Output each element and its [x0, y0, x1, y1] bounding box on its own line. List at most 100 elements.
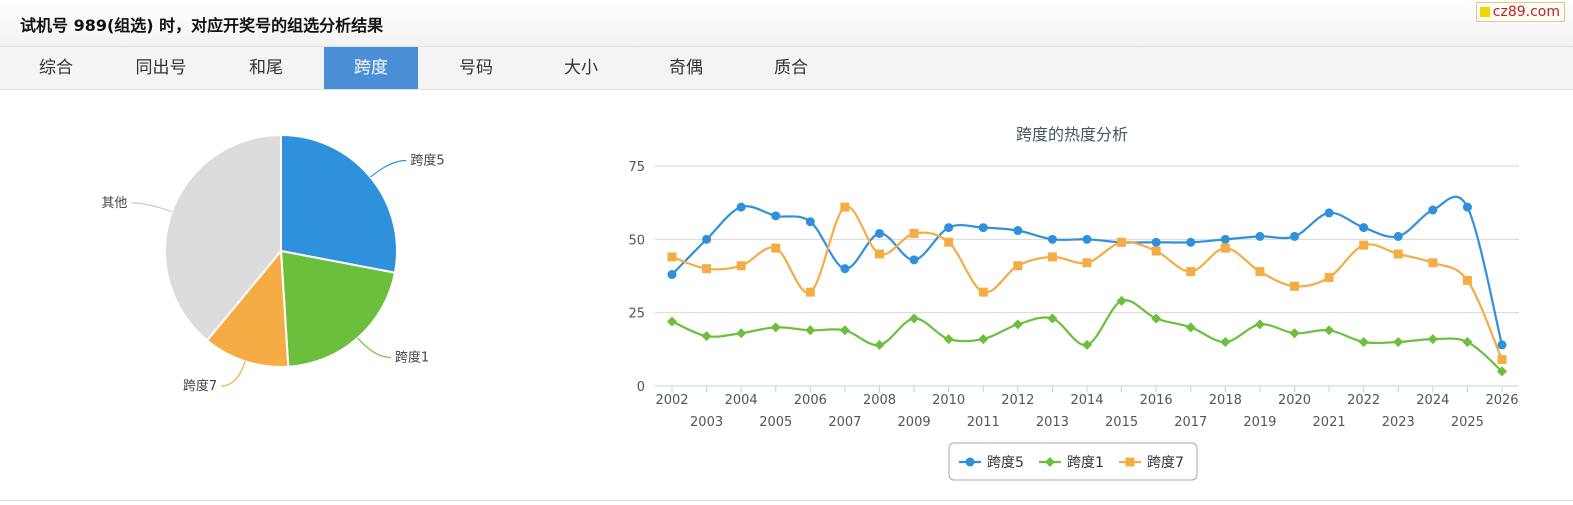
- data-point-1-3[interactable]: [770, 322, 781, 333]
- data-point-1-10[interactable]: [1012, 319, 1023, 330]
- tab-kuadu[interactable]: 跨度: [324, 47, 418, 89]
- data-point-2-0[interactable]: [667, 252, 677, 262]
- data-point-1-9[interactable]: [978, 334, 989, 345]
- data-point-2-21[interactable]: [1393, 249, 1403, 259]
- data-point-0-6[interactable]: [875, 228, 884, 238]
- data-point-2-10[interactable]: [1013, 261, 1023, 271]
- brand-badge[interactable]: cz89.com: [1475, 2, 1565, 22]
- legend-label-0[interactable]: 跨度5: [987, 455, 1024, 471]
- data-point-1-17[interactable]: [1254, 319, 1265, 330]
- data-point-1-22[interactable]: [1427, 334, 1438, 345]
- data-point-0-17[interactable]: [1255, 231, 1265, 241]
- legend-box: [948, 442, 1198, 481]
- x-tick-label: 2024: [1416, 393, 1449, 408]
- data-point-1-6[interactable]: [874, 339, 885, 350]
- data-point-2-24[interactable]: [1497, 355, 1507, 365]
- data-point-2-1[interactable]: [702, 264, 712, 274]
- data-point-0-23[interactable]: [1462, 202, 1472, 212]
- brand-text: cz89.com: [1492, 4, 1560, 20]
- data-point-2-22[interactable]: [1428, 258, 1438, 268]
- data-point-2-19[interactable]: [1324, 272, 1334, 282]
- x-tick-label: 2011: [967, 415, 1000, 430]
- x-tick-label: 2013: [1036, 415, 1069, 430]
- data-point-1-2[interactable]: [736, 328, 747, 339]
- data-point-0-11[interactable]: [1047, 234, 1057, 244]
- data-point-2-5[interactable]: [840, 202, 850, 212]
- data-point-0-1[interactable]: [702, 234, 712, 244]
- data-point-0-7[interactable]: [909, 255, 919, 265]
- data-point-0-2[interactable]: [736, 202, 746, 212]
- data-point-2-13[interactable]: [1117, 237, 1127, 247]
- legend-label-2[interactable]: 跨度7: [1147, 455, 1184, 471]
- data-point-2-23[interactable]: [1462, 275, 1472, 285]
- tab-zhihe[interactable]: 质合: [774, 58, 808, 78]
- data-point-0-0[interactable]: [667, 270, 677, 280]
- data-point-1-18[interactable]: [1289, 328, 1300, 339]
- data-point-0-12[interactable]: [1082, 234, 1092, 244]
- tab-zonghe[interactable]: 综合: [39, 58, 73, 78]
- data-point-1-15[interactable]: [1185, 322, 1196, 333]
- data-point-1-0[interactable]: [667, 316, 677, 327]
- data-point-2-4[interactable]: [805, 287, 815, 297]
- tab-haoma[interactable]: 号码: [459, 58, 493, 78]
- data-point-2-18[interactable]: [1290, 281, 1299, 291]
- data-point-1-13[interactable]: [1116, 295, 1127, 306]
- pie-slice-0[interactable]: [280, 133, 398, 274]
- x-tick-label: 2021: [1313, 415, 1346, 430]
- tab-daxiao[interactable]: 大小: [564, 58, 598, 78]
- data-point-0-10[interactable]: [1013, 226, 1023, 236]
- data-point-1-1[interactable]: [701, 331, 712, 342]
- series-line-2: [671, 205, 1504, 361]
- data-point-0-9[interactable]: [978, 223, 988, 233]
- data-point-2-7[interactable]: [909, 228, 919, 238]
- data-point-2-12[interactable]: [1082, 258, 1092, 268]
- data-point-1-24[interactable]: [1497, 366, 1507, 377]
- data-point-1-12[interactable]: [1082, 339, 1092, 350]
- data-point-0-14[interactable]: [1151, 237, 1161, 247]
- tab-bar: 综合 同出号 和尾 跨度 号码 大小 奇偶 质合: [0, 47, 1573, 90]
- x-tick-label: 2012: [1001, 393, 1034, 408]
- data-point-0-16[interactable]: [1220, 234, 1230, 244]
- data-point-0-3[interactable]: [771, 211, 781, 221]
- data-point-1-5[interactable]: [839, 325, 850, 336]
- data-point-1-14[interactable]: [1151, 313, 1162, 324]
- data-point-1-11[interactable]: [1047, 313, 1058, 324]
- data-point-2-8[interactable]: [944, 237, 954, 247]
- data-point-1-23[interactable]: [1462, 337, 1473, 347]
- data-point-2-14[interactable]: [1151, 246, 1161, 256]
- data-point-1-19[interactable]: [1324, 325, 1335, 336]
- tab-hewei[interactable]: 和尾: [249, 58, 283, 78]
- data-point-1-7[interactable]: [909, 313, 920, 324]
- x-tick-label: 2025: [1451, 415, 1484, 430]
- data-point-0-20[interactable]: [1359, 223, 1369, 233]
- data-point-2-9[interactable]: [978, 287, 988, 297]
- data-point-1-8[interactable]: [943, 334, 954, 345]
- tab-tongchuhao[interactable]: 同出号: [135, 58, 187, 78]
- data-point-2-17[interactable]: [1255, 267, 1265, 277]
- series-line-0: [671, 195, 1504, 346]
- data-point-0-21[interactable]: [1393, 231, 1403, 241]
- data-point-1-16[interactable]: [1220, 337, 1231, 347]
- x-tick-label: 2016: [1140, 393, 1173, 408]
- data-point-0-19[interactable]: [1324, 208, 1334, 218]
- data-point-2-6[interactable]: [875, 249, 884, 259]
- data-point-0-24[interactable]: [1497, 340, 1507, 350]
- data-point-0-4[interactable]: [805, 217, 815, 227]
- data-point-1-21[interactable]: [1393, 337, 1404, 347]
- data-point-0-15[interactable]: [1186, 237, 1196, 247]
- data-point-2-16[interactable]: [1220, 243, 1230, 253]
- data-point-1-4[interactable]: [805, 325, 816, 336]
- data-point-2-15[interactable]: [1186, 267, 1196, 277]
- data-point-2-20[interactable]: [1359, 240, 1369, 250]
- data-point-1-20[interactable]: [1358, 337, 1369, 347]
- data-point-2-2[interactable]: [736, 261, 746, 271]
- data-point-2-11[interactable]: [1047, 252, 1057, 262]
- legend-label-1[interactable]: 跨度1: [1067, 455, 1104, 471]
- tab-jiou[interactable]: 奇偶: [669, 58, 703, 78]
- x-tick-label: 2005: [759, 415, 792, 430]
- data-point-0-18[interactable]: [1290, 231, 1299, 241]
- data-point-2-3[interactable]: [771, 243, 781, 253]
- data-point-0-5[interactable]: [840, 264, 850, 274]
- data-point-0-22[interactable]: [1428, 205, 1438, 215]
- data-point-0-8[interactable]: [944, 223, 954, 233]
